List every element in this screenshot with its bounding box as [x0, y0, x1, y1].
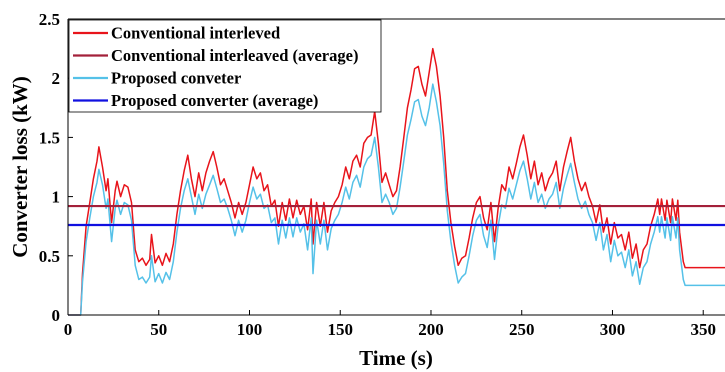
y-tick-label: 0.5 — [39, 247, 60, 266]
legend-label: Conventional interleved — [111, 24, 280, 43]
y-tick-label: 0 — [52, 306, 61, 325]
series-proposed-conveter-line — [68, 83, 725, 316]
x-tick-label: 350 — [690, 320, 716, 339]
legend-item: Proposed conveter — [73, 69, 241, 88]
legend-label: Conventional interleaved (average) — [111, 46, 358, 65]
legend-label: Proposed conveter — [111, 69, 241, 88]
legend-item: Conventional interleved — [73, 24, 280, 43]
series-layer — [68, 47, 725, 316]
legend-box — [68, 19, 382, 113]
x-tick-label: 0 — [64, 320, 73, 339]
x-tick-label: 100 — [237, 320, 263, 339]
y-tick-label: 1.5 — [39, 128, 60, 147]
legend: Conventional interleved Conventional inte… — [68, 19, 382, 113]
legend-item: Proposed converter (average) — [73, 91, 318, 110]
y-tick-label: 2.5 — [39, 10, 60, 29]
x-tick-label: 150 — [327, 320, 353, 339]
legend-label: Proposed converter (average) — [111, 91, 318, 110]
y-tick-label: 1 — [52, 188, 61, 207]
legend-items: Conventional interleved Conventional inte… — [73, 24, 358, 110]
x-tick-label: 200 — [418, 320, 444, 339]
x-tick-label: 50 — [150, 320, 167, 339]
legend-item: Conventional interleaved (average) — [73, 46, 358, 65]
y-tick-label: 2 — [52, 69, 61, 88]
x-ticks: 0 50 100 150 200 250 300 350 — [64, 310, 716, 339]
y-ticks: 0 0.5 1 1.5 2 2.5 — [39, 10, 73, 325]
x-tick-label: 250 — [509, 320, 535, 339]
axes-layer — [67, 18, 725, 316]
series-conventional-interleved-line — [68, 47, 725, 316]
x-axis-title: Time (s) — [359, 346, 433, 370]
x-tick-label: 300 — [600, 320, 626, 339]
y-axis-title: Converter loss (kW) — [8, 76, 32, 258]
